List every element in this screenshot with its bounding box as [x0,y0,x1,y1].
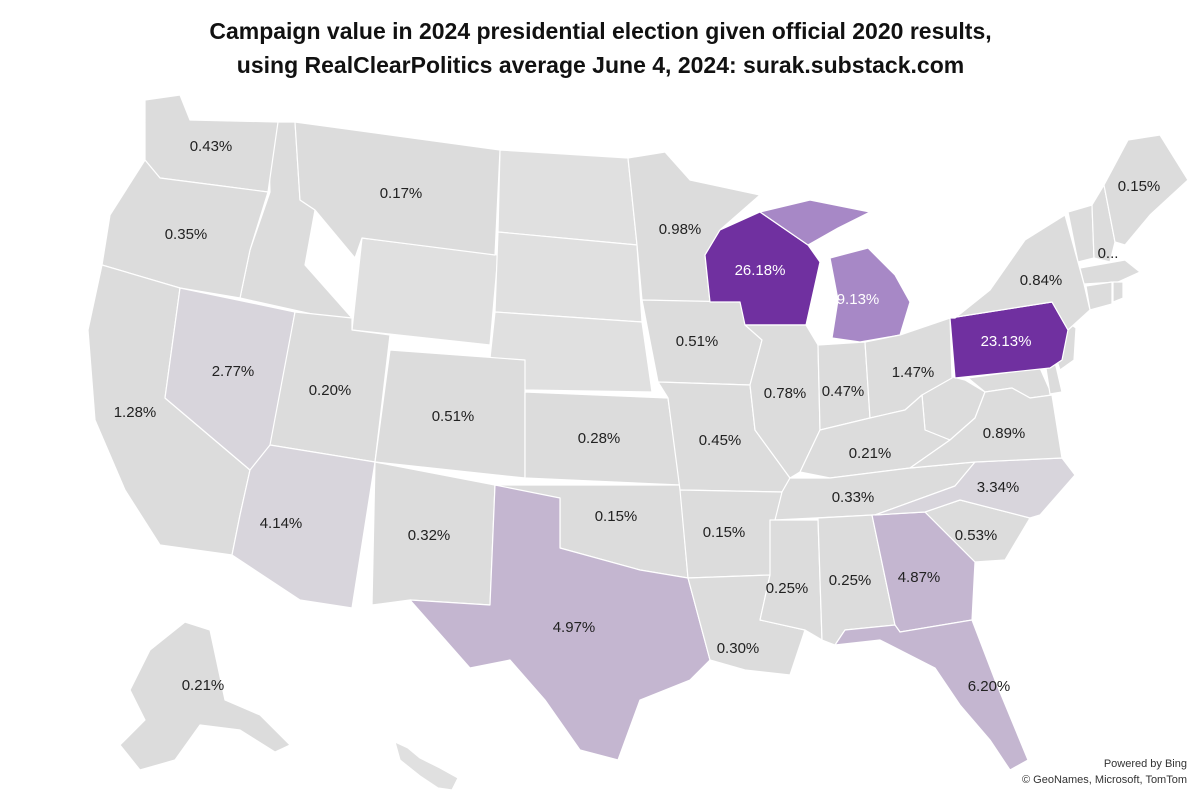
map-title-line-1: Campaign value in 2024 presidential elec… [209,18,992,44]
state-OR[interactable] [101,159,269,299]
state-label-mo: 0.45% [699,432,742,449]
state-label-oh: 1.47% [892,364,935,381]
state-label-or: 0.35% [165,226,208,243]
state-value-labels: 0.43% 0.35% 1.28% 2.77% 0.17% 0.20% 4.14% 0.51%… [114,138,1161,695]
state-label-la: 0.30% [717,640,760,657]
state-label-tn: 0.33% [832,489,875,506]
state-ME[interactable] [1103,134,1189,246]
map-title: Campaign value in 2024 presidential elec… [0,14,1201,82]
state-TX[interactable] [409,484,711,761]
state-label-nh: 0... [1098,245,1119,262]
state-label-tx: 4.97% [553,619,596,636]
state-label-me: 0.15% [1118,178,1161,195]
state-label-ga: 4.87% [898,569,941,586]
state-WY[interactable] [351,237,499,346]
state-label-wi: 26.18% [735,262,786,279]
state-CT[interactable] [1085,281,1113,311]
state-VA[interactable] [909,387,1063,469]
state-label-fl: 6.20% [968,678,1011,695]
powered-by-text: Powered by Bing [1103,758,1187,770]
state-label-az: 4.14% [260,515,303,532]
state-label-ks: 0.28% [578,430,621,447]
state-label-ia: 0.51% [676,333,719,350]
map-attribution: Powered by Bing © GeoNames, Microsoft, T… [1022,756,1187,788]
state-AK[interactable] [119,621,291,771]
state-HI[interactable] [394,741,459,791]
state-label-co: 0.51% [432,408,475,425]
state-label-in: 0.47% [822,383,865,400]
state-label-mi: 9.13% [837,291,880,308]
state-label-ny: 0.84% [1020,272,1063,289]
state-IL[interactable] [744,324,821,479]
state-MA[interactable] [1079,259,1141,285]
state-label-mt: 0.17% [380,185,423,202]
state-label-nm: 0.32% [408,527,451,544]
state-label-ms: 0.25% [766,580,809,597]
state-label-sc: 0.53% [955,527,998,544]
state-label-il: 0.78% [764,385,807,402]
state-RI[interactable] [1112,281,1124,303]
state-SD[interactable] [494,231,643,323]
state-label-va: 0.89% [983,425,1026,442]
state-MT[interactable] [294,121,501,259]
map-title-line-2: using RealClearPolitics average June 4, … [236,52,965,78]
state-label-wa: 0.43% [190,138,233,155]
state-label-nc: 3.34% [977,479,1020,496]
state-label-nv: 2.77% [212,363,255,380]
state-AZ[interactable] [231,444,376,609]
state-label-ak: 0.21% [182,677,225,694]
state-label-ok: 0.15% [595,508,638,525]
state-ND[interactable] [497,149,638,246]
state-label-ut: 0.20% [309,382,352,399]
state-label-ca: 1.28% [114,404,157,421]
copyright-text: © GeoNames, Microsoft, TomTom [1022,774,1187,786]
state-label-al: 0.25% [829,572,872,589]
state-NC[interactable] [874,457,1076,519]
state-FL[interactable] [834,619,1029,771]
state-label-ar: 0.15% [703,524,746,541]
state-label-mn: 0.98% [659,221,702,238]
state-label-pa: 23.13% [981,333,1032,350]
state-label-ky: 0.21% [849,445,892,462]
state-NY[interactable] [949,214,1091,331]
state-NH[interactable] [1091,184,1116,263]
